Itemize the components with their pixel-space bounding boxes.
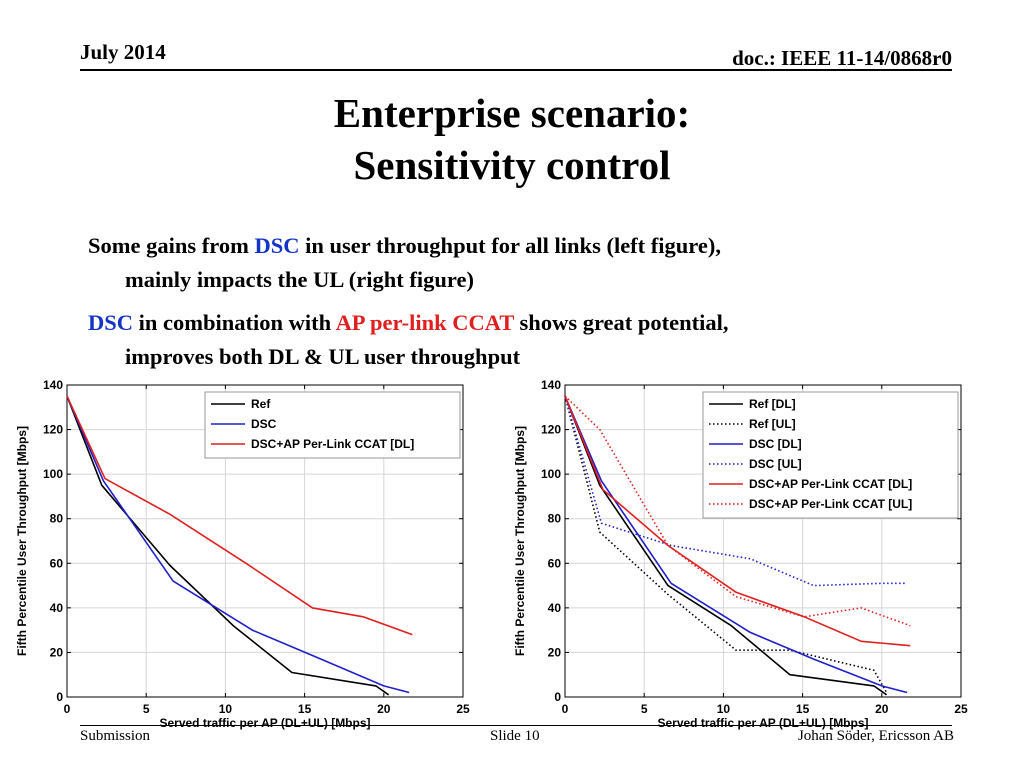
chart1-y-tick-label-4: 80 <box>548 512 562 526</box>
bullet-1-text-a: Some gains from <box>88 233 255 258</box>
chart1-legend-label-0: Ref [DL] <box>749 397 796 411</box>
chart0-y-tick-label-3: 60 <box>50 556 64 570</box>
chart-right: 0 5 10 15 20 25 0 20 40 60 80 100 120 140 Served traff… <box>508 376 1008 736</box>
chart0-y-tick-label-0: 0 <box>56 690 63 704</box>
bullet-2-highlight-ccat: AP per-link CCAT <box>335 310 514 335</box>
chart1-legend-label-4: DSC+AP Per-Link CCAT [DL] <box>749 477 912 491</box>
chart0-series-0-line <box>66 395 390 696</box>
footer-rule <box>80 725 952 726</box>
footer-slide-number: Slide 10 <box>490 728 540 744</box>
chart0-x-tick-label-0: 0 <box>64 702 71 716</box>
chart0-x-tick-label-5: 25 <box>456 702 470 716</box>
chart1-series-1-line <box>564 395 888 693</box>
chart0-x-tick-label-4: 20 <box>377 702 391 716</box>
chart1-series-3-line <box>564 395 908 587</box>
chart0-series-1-line <box>66 395 410 694</box>
chart1-x-tick-label-1: 5 <box>641 702 648 716</box>
bullet-2-text-a: in combination with <box>133 310 336 335</box>
chart1-series-0-line <box>564 395 888 696</box>
chart0-y-tick-label-4: 80 <box>50 512 64 526</box>
chart0-y-tick-label-5: 100 <box>43 467 63 481</box>
chart1-y-tick-label-0: 0 <box>554 690 561 704</box>
chart1-legend-box <box>702 391 959 519</box>
slide-title-line-1: Enterprise scenario: <box>333 90 691 136</box>
chart0-y-axis-label: Fifth Percentile User Throughput [Mbps] <box>15 426 29 656</box>
bullet-1: Some gains from DSC in user throughput f… <box>88 229 968 297</box>
chart1-x-tick-label-3: 15 <box>796 702 810 716</box>
chart0-y-tick-label-2: 40 <box>50 601 64 615</box>
chart1-y-tick-label-1: 20 <box>548 645 562 659</box>
slide-title-line-2: Sensitivity control <box>353 142 671 188</box>
chart0-x-tick-label-1: 5 <box>143 702 150 716</box>
chart-left: 0 5 10 15 20 25 0 20 40 60 80 100 120 140 Served traff… <box>10 376 510 736</box>
chart0-y-tick-label-1: 20 <box>50 645 64 659</box>
chart1-y-tick-label-5: 100 <box>541 467 561 481</box>
bullet-2-highlight-dsc: DSC <box>88 310 134 335</box>
chart1-x-tick-label-4: 20 <box>875 702 889 716</box>
chart1-series-5-line <box>564 395 911 627</box>
chart1-axes-box <box>564 384 962 698</box>
footer-author: Johan Söder, Ericsson AB <box>797 728 954 744</box>
header-rule <box>80 69 952 71</box>
chart1-x-tick-label-0: 0 <box>562 702 569 716</box>
chart-left-svg: 0 5 10 15 20 25 0 20 40 60 80 100 120 140 Served traff… <box>15 378 470 730</box>
chart0-legend-label-1: DSC <box>251 417 277 431</box>
chart0-x-tick-label-2: 10 <box>219 702 233 716</box>
chart1-y-axis-label: Fifth Percentile User Throughput [Mbps] <box>513 426 527 656</box>
chart0-series-2-line <box>66 395 413 636</box>
chart1-y-tick-label-3: 60 <box>548 556 562 570</box>
chart1-x-tick-label-5: 25 <box>954 702 968 716</box>
chart-right-svg: 0 5 10 15 20 25 0 20 40 60 80 100 120 140 Served traff… <box>513 378 968 730</box>
chart0-legend-box <box>204 391 461 459</box>
chart1-series-2-line <box>564 395 908 694</box>
bullet-2-continuation: improves both DL & UL user throughput <box>125 344 521 369</box>
bullet-1-highlight-dsc: DSC <box>254 233 300 258</box>
chart1-legend-label-1: Ref [UL] <box>749 417 796 431</box>
footer-submission: Submission <box>80 728 151 744</box>
chart0-x-tick-label-3: 15 <box>298 702 312 716</box>
chart1-y-tick-label-7: 140 <box>541 378 561 392</box>
chart0-y-tick-label-6: 120 <box>43 423 63 437</box>
chart0-x-axis-label: Served traffic per AP (DL+UL) [Mbps] <box>159 716 370 730</box>
header-date: July 2014 <box>80 40 166 64</box>
bullet-1-continuation: mainly impacts the UL (right figure) <box>125 267 474 292</box>
header-doc-id: doc.: IEEE 11-14/0868r0 <box>732 46 952 70</box>
chart0-legend-label-0: Ref <box>251 397 271 411</box>
chart1-legend-label-5: DSC+AP Per-Link CCAT [UL] <box>749 497 912 511</box>
bullet-2-text-b: shows great potential, <box>513 310 729 335</box>
chart1-x-tick-label-2: 10 <box>717 702 731 716</box>
chart1-y-tick-label-6: 120 <box>541 423 561 437</box>
bullet-2: DSC in combination with AP per-link CCAT… <box>88 306 968 374</box>
chart1-y-tick-label-2: 40 <box>548 601 562 615</box>
chart1-legend-label-2: DSC [DL] <box>749 437 802 451</box>
chart0-y-tick-label-7: 140 <box>43 378 63 392</box>
chart1-x-axis-label: Served traffic per AP (DL+UL) [Mbps] <box>657 716 868 730</box>
chart1-series-4-line <box>564 395 911 647</box>
chart0-axes-box <box>66 384 464 698</box>
chart0-legend-label-2: DSC+AP Per-Link CCAT [DL] <box>251 437 414 451</box>
chart1-legend-label-3: DSC [UL] <box>749 457 802 471</box>
bullet-1-text-b: in user throughput for all links (left f… <box>299 233 721 258</box>
